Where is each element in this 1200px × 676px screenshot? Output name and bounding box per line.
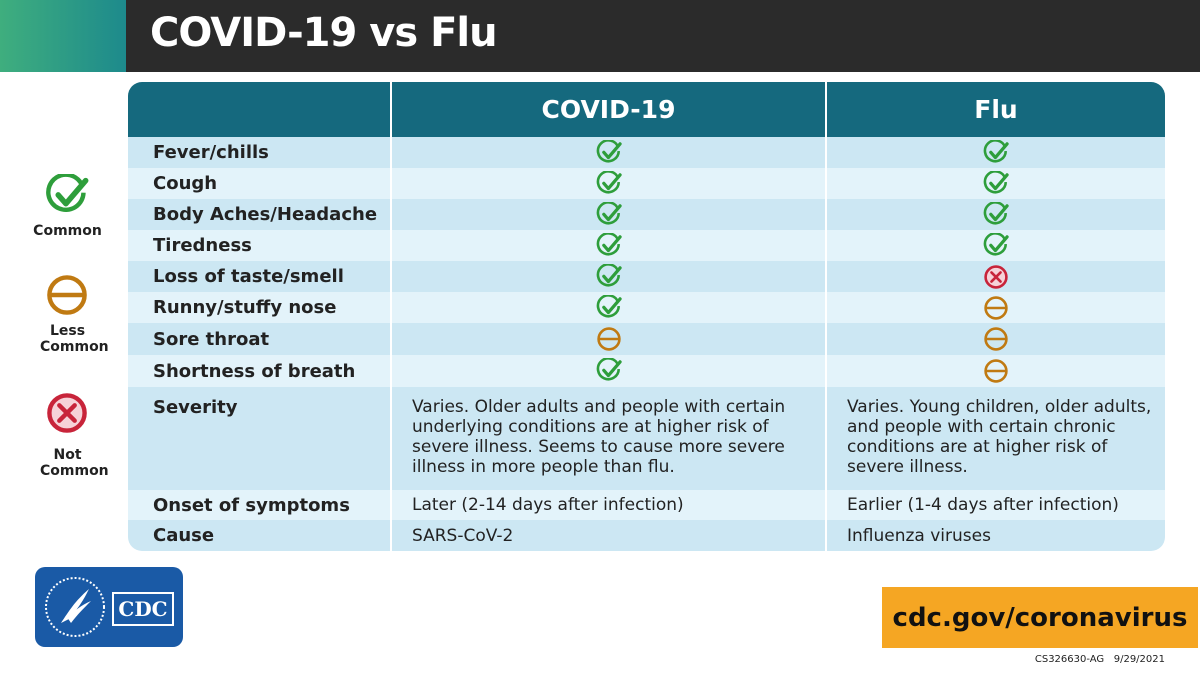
status-icon <box>596 326 622 352</box>
icon-graphic <box>596 293 622 317</box>
title: COVID-19 vs Flu <box>150 10 498 56</box>
row-label: Cough <box>128 168 390 199</box>
row-label: Severity <box>128 387 390 490</box>
cell-text: SARS-CoV-2 <box>390 520 825 551</box>
row-label: Onset of symptoms <box>128 490 390 520</box>
status-icon <box>983 326 1009 352</box>
status-icon <box>596 357 622 384</box>
header-cell <box>128 82 390 137</box>
cell <box>825 137 1165 168</box>
icon-graphic <box>984 359 1008 383</box>
header-accent <box>0 0 126 72</box>
icon-graphic <box>46 172 89 213</box>
table: COVID-19 Flu Fever/chills Cough Body Ach… <box>128 82 1165 551</box>
cell <box>390 199 825 230</box>
status-icon <box>983 358 1009 384</box>
hhs-emblem <box>45 577 105 637</box>
legend-label: Not Common <box>40 447 109 479</box>
cell <box>390 168 825 199</box>
code: CS326630-AG <box>1034 654 1105 665</box>
status-icon <box>983 169 1009 197</box>
legend-icon <box>45 273 89 317</box>
icon-graphic <box>47 275 87 315</box>
logo-text: CDC <box>112 592 174 626</box>
row-label: Loss of taste/smell <box>128 261 390 292</box>
icon-graphic <box>984 264 1008 289</box>
row-label: Body Aches/Headache <box>128 199 390 230</box>
icon-graphic <box>596 231 622 255</box>
cell-text: Influenza viruses <box>825 520 1165 551</box>
cell <box>390 323 825 355</box>
icon-graphic <box>596 262 622 286</box>
date: 9/29/2021 <box>1113 654 1165 665</box>
status-icon <box>596 231 622 259</box>
icon-graphic <box>983 138 1009 162</box>
icon-graphic <box>983 200 1009 224</box>
icon-graphic <box>596 169 622 193</box>
legend-label: Less Common <box>40 323 109 355</box>
legend-icon <box>45 172 89 218</box>
cell <box>825 230 1165 261</box>
row-label: Shortness of breath <box>128 355 390 387</box>
status-icon <box>596 262 622 290</box>
icon-graphic <box>596 200 622 224</box>
icon-graphic <box>596 327 621 351</box>
icon-graphic <box>596 357 622 381</box>
status-icon <box>983 200 1009 228</box>
cell <box>390 355 825 387</box>
cell <box>825 292 1165 323</box>
cell-text: Earlier (1-4 days after infection) <box>825 490 1165 520</box>
cdc-logo <box>35 567 183 647</box>
cell <box>825 261 1165 292</box>
cell <box>390 137 825 168</box>
icon-graphic <box>983 169 1009 193</box>
cell-text: Varies. Older adults and people with cer… <box>390 387 825 490</box>
cell-text: Varies. Young children, older adults, an… <box>825 387 1165 490</box>
status-icon <box>983 231 1009 259</box>
status-icon <box>983 264 1009 290</box>
footer-code: CS326630-AG 9/29/2021 <box>1035 654 1165 665</box>
column-header: Flu <box>825 82 1165 137</box>
cell <box>825 199 1165 230</box>
status-icon <box>596 169 622 197</box>
icon-graphic <box>596 138 622 162</box>
row-label: Tiredness <box>128 230 390 261</box>
column-header: COVID-19 <box>390 82 825 137</box>
status-icon <box>596 138 622 166</box>
cell <box>390 230 825 261</box>
cell <box>825 323 1165 355</box>
row-label: Cause <box>128 520 390 551</box>
icon-graphic <box>984 327 1008 351</box>
cell <box>390 261 825 292</box>
cell <box>390 292 825 323</box>
row-label: Fever/chills <box>128 137 390 168</box>
url-banner: cdc.gov/coronavirus <box>882 587 1198 648</box>
status-icon <box>983 138 1009 166</box>
legend-label: Common <box>33 223 102 239</box>
cell <box>825 355 1165 387</box>
cell-text: Later (2-14 days after infection) <box>390 490 825 520</box>
status-icon <box>983 295 1009 321</box>
status-icon <box>596 293 622 321</box>
status-icon <box>596 200 622 228</box>
row-label: Sore throat <box>128 323 390 355</box>
cell <box>825 168 1165 199</box>
icon-graphic <box>984 295 1008 320</box>
icon-graphic <box>983 231 1009 255</box>
icon-graphic <box>47 393 87 433</box>
row-label: Runny/stuffy nose <box>128 292 390 323</box>
header-bar <box>0 0 1200 72</box>
legend-icon <box>45 391 89 435</box>
